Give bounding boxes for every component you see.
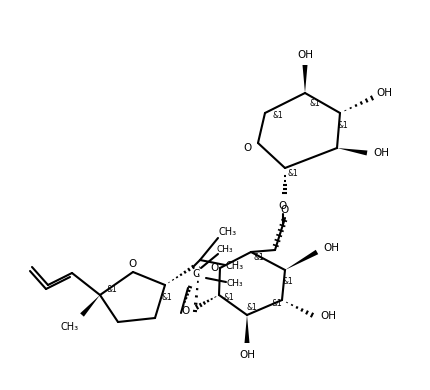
Text: C: C	[192, 269, 199, 279]
Text: &1: &1	[337, 121, 347, 129]
Text: CH₃: CH₃	[61, 322, 79, 332]
Text: O: O	[129, 259, 137, 269]
Polygon shape	[284, 250, 317, 270]
Text: &1: &1	[106, 285, 117, 294]
Text: &1: &1	[287, 168, 298, 177]
Text: CH₃: CH₃	[218, 227, 236, 237]
Text: &1: &1	[282, 278, 293, 287]
Text: CH₃: CH₃	[226, 278, 243, 287]
Polygon shape	[336, 148, 366, 156]
Text: OH: OH	[296, 50, 312, 60]
Text: CH₃: CH₃	[216, 245, 233, 255]
Polygon shape	[80, 295, 100, 317]
Text: OH: OH	[319, 311, 335, 321]
Polygon shape	[302, 65, 307, 93]
Text: O: O	[181, 306, 190, 316]
Text: &1: &1	[246, 303, 257, 312]
Text: O: O	[280, 205, 289, 215]
Text: &1: &1	[272, 112, 283, 121]
Text: OH: OH	[375, 88, 391, 98]
Text: CH₃: CH₃	[225, 261, 243, 271]
Text: &1: &1	[253, 252, 264, 262]
Text: OH: OH	[239, 350, 255, 360]
Text: &1: &1	[309, 99, 319, 108]
Text: &1: &1	[161, 292, 172, 301]
Text: O: O	[243, 143, 252, 153]
Text: O: O	[278, 201, 286, 211]
Text: OH: OH	[322, 243, 338, 253]
Text: &1: &1	[223, 294, 234, 303]
Text: O: O	[210, 263, 218, 273]
Text: OH: OH	[372, 148, 388, 158]
Polygon shape	[244, 315, 249, 343]
Text: &1: &1	[271, 298, 282, 307]
